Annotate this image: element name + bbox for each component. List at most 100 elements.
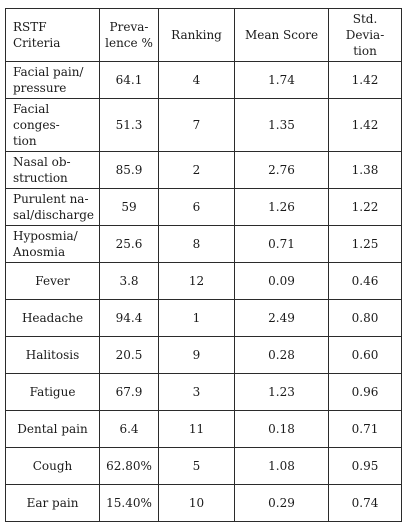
table-row: Facial pain/pressure 64.1 4 1.74 1.42 — [5, 61, 402, 99]
table-body: Facial pain/pressure 64.1 4 1.74 1.42 Facial … — [5, 61, 402, 522]
prevalence-cell: 51.3 — [99, 98, 159, 152]
std-deviation-cell: 0.80 — [328, 299, 402, 337]
mean-score-cell: 0.18 — [234, 410, 329, 448]
mean-score-cell: 2.76 — [234, 151, 329, 189]
ranking-cell: 10 — [158, 484, 235, 522]
header-std-deviation: Std. Devia-tion — [328, 8, 402, 62]
table-row: Purulent na-sal/discharge 59 6 1.26 1.22 — [5, 188, 402, 226]
criteria-cell: Halitosis — [5, 336, 100, 374]
ranking-cell: 3 — [158, 373, 235, 411]
ranking-cell: 5 — [158, 447, 235, 485]
mean-score-cell: 0.71 — [234, 225, 329, 263]
std-deviation-cell: 0.60 — [328, 336, 402, 374]
prevalence-cell: 59 — [99, 188, 159, 226]
header-text-line: Ranking — [171, 28, 222, 42]
mean-score-cell: 1.35 — [234, 98, 329, 152]
criteria-cell: Cough — [5, 447, 100, 485]
ranking-cell: 1 — [158, 299, 235, 337]
criteria-cell: Facial conges-tion — [5, 98, 100, 152]
header-mean-score: Mean Score — [234, 8, 329, 62]
criteria-text-line: tion — [13, 134, 37, 148]
criteria-text-line: sal/discharge — [13, 208, 94, 222]
std-deviation-cell: 0.71 — [328, 410, 402, 448]
header-text-line: Std. Devia- — [345, 12, 385, 42]
criteria-text-line: Halitosis — [25, 348, 80, 362]
prevalence-cell: 64.1 — [99, 61, 159, 99]
table-row: Cough 62.80% 5 1.08 0.95 — [5, 447, 402, 485]
header-text-line: Preva- — [109, 20, 149, 34]
criteria-text-line: Ear pain — [26, 496, 79, 510]
header-row: RSTF Criteria Preva-lence % Ranking Mean Sc… — [5, 8, 402, 62]
criteria-text-line: Hyposmia/ — [13, 229, 78, 243]
table-row: Fatigue 67.9 3 1.23 0.96 — [5, 373, 402, 411]
criteria-text-line: Nasal ob- — [13, 155, 71, 169]
header-ranking: Ranking — [158, 8, 235, 62]
header-text-line: RSTF Criteria — [13, 20, 61, 50]
criteria-text-line: Cough — [32, 459, 73, 473]
std-deviation-cell: 1.42 — [328, 98, 402, 152]
mean-score-cell: 1.74 — [234, 61, 329, 99]
prevalence-cell: 67.9 — [99, 373, 159, 411]
table-row: Nasal ob-struction 85.9 2 2.76 1.38 — [5, 151, 402, 189]
ranking-cell: 2 — [158, 151, 235, 189]
criteria-text-line: Fever — [35, 274, 70, 288]
std-deviation-cell: 1.25 — [328, 225, 402, 263]
criteria-cell: Fever — [5, 262, 100, 300]
mean-score-cell: 1.23 — [234, 373, 329, 411]
ranking-cell: 8 — [158, 225, 235, 263]
ranking-cell: 6 — [158, 188, 235, 226]
criteria-cell: Facial pain/pressure — [5, 61, 100, 99]
mean-score-cell: 1.08 — [234, 447, 329, 485]
std-deviation-cell: 0.96 — [328, 373, 402, 411]
criteria-text-line: Fatigue — [29, 385, 76, 399]
mean-score-cell: 2.49 — [234, 299, 329, 337]
criteria-cell: Ear pain — [5, 484, 100, 522]
table-row: Halitosis 20.5 9 0.28 0.60 — [5, 336, 402, 374]
prevalence-cell: 85.9 — [99, 151, 159, 189]
rstf-criteria-table: RSTF Criteria Preva-lence % Ranking Mean Sc… — [5, 8, 402, 522]
ranking-cell: 11 — [158, 410, 235, 448]
criteria-cell: Hyposmia/Anosmia — [5, 225, 100, 263]
std-deviation-cell: 1.38 — [328, 151, 402, 189]
criteria-text-line: Dental pain — [17, 422, 88, 436]
prevalence-cell: 6.4 — [99, 410, 159, 448]
prevalence-cell: 20.5 — [99, 336, 159, 374]
std-deviation-cell: 0.95 — [328, 447, 402, 485]
prevalence-cell: 25.6 — [99, 225, 159, 263]
std-deviation-cell: 0.74 — [328, 484, 402, 522]
criteria-text-line: struction — [13, 171, 68, 185]
mean-score-cell: 0.29 — [234, 484, 329, 522]
criteria-cell: Fatigue — [5, 373, 100, 411]
header-prevalence: Preva-lence % — [99, 8, 159, 62]
table-row: Ear pain 15.40% 10 0.29 0.74 — [5, 484, 402, 522]
prevalence-cell: 15.40% — [99, 484, 159, 522]
ranking-cell: 4 — [158, 61, 235, 99]
table-container: RSTF Criteria Preva-lence % Ranking Mean Sc… — [5, 8, 402, 522]
table-row: Headache 94.4 1 2.49 0.80 — [5, 299, 402, 337]
table-row: Dental pain 6.4 11 0.18 0.71 — [5, 410, 402, 448]
criteria-cell: Headache — [5, 299, 100, 337]
mean-score-cell: 0.28 — [234, 336, 329, 374]
table-row: Fever 3.8 12 0.09 0.46 — [5, 262, 402, 300]
criteria-text-line: Facial pain/ — [13, 65, 84, 79]
std-deviation-cell: 0.46 — [328, 262, 402, 300]
criteria-cell: Dental pain — [5, 410, 100, 448]
ranking-cell: 7 — [158, 98, 235, 152]
criteria-text-line: Purulent na- — [13, 192, 89, 206]
table-row: Facial conges-tion 51.3 7 1.35 1.42 — [5, 98, 402, 152]
ranking-cell: 9 — [158, 336, 235, 374]
mean-score-cell: 0.09 — [234, 262, 329, 300]
header-text-line: Mean Score — [244, 28, 319, 42]
criteria-cell: Nasal ob-struction — [5, 151, 100, 189]
prevalence-cell: 3.8 — [99, 262, 159, 300]
std-deviation-cell: 1.22 — [328, 188, 402, 226]
mean-score-cell: 1.26 — [234, 188, 329, 226]
header-text-line: tion — [353, 44, 377, 58]
ranking-cell: 12 — [158, 262, 235, 300]
table-row: Hyposmia/Anosmia 25.6 8 0.71 1.25 — [5, 225, 402, 263]
std-deviation-cell: 1.42 — [328, 61, 402, 99]
criteria-text-line: Facial conges- — [13, 102, 60, 132]
criteria-text-line: Headache — [21, 311, 84, 325]
header-text-line: lence % — [105, 36, 153, 50]
criteria-text-line: pressure — [13, 81, 67, 95]
